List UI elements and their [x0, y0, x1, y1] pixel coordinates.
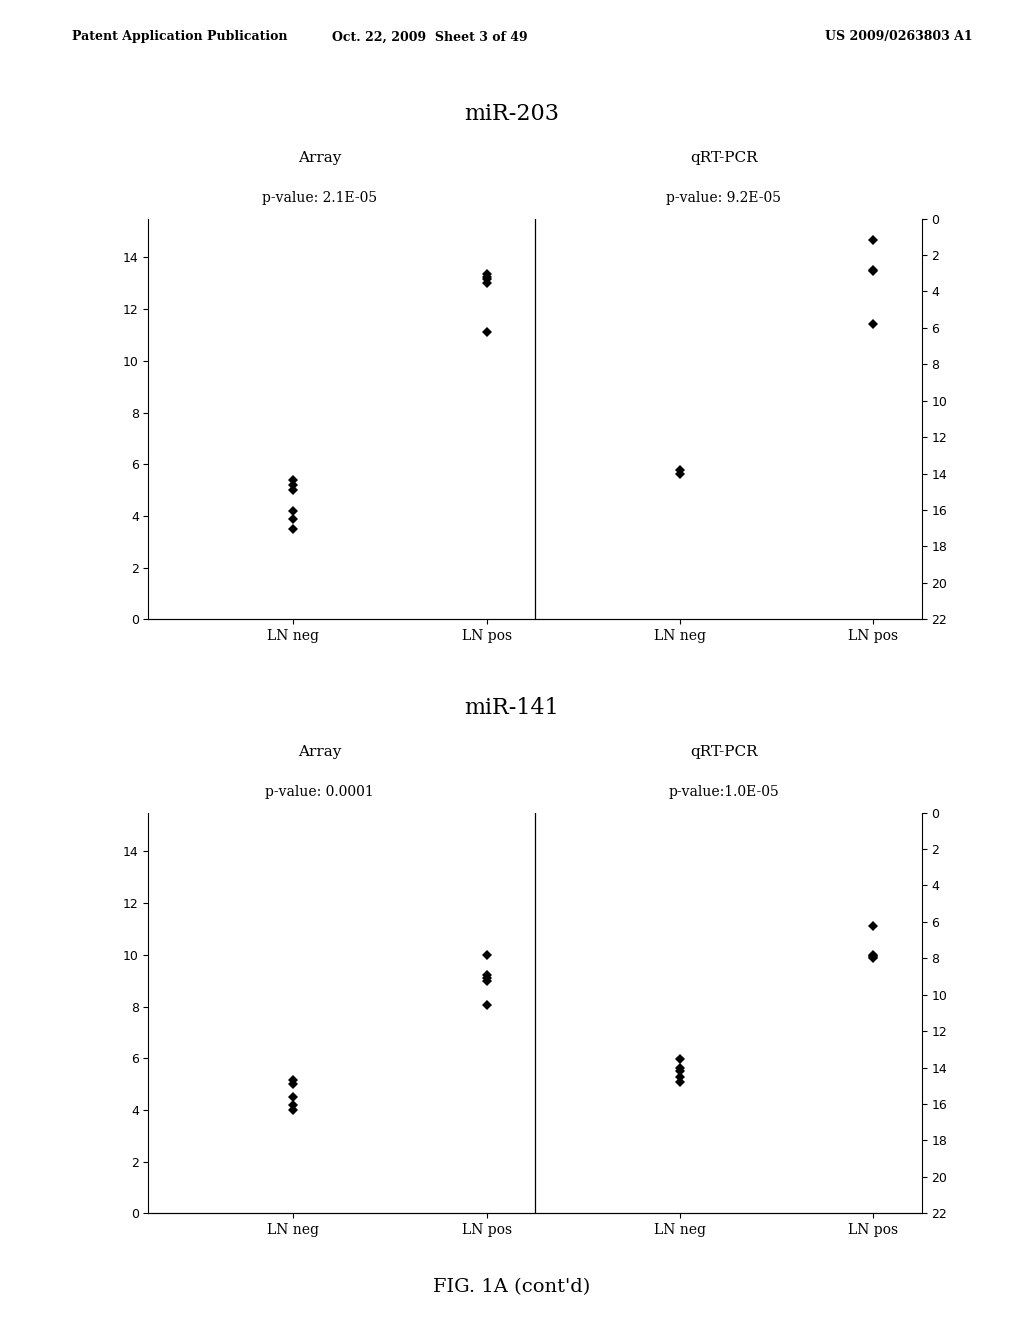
Text: miR-203: miR-203: [465, 103, 559, 125]
Text: p-value: 0.0001: p-value: 0.0001: [265, 785, 374, 800]
Text: Array: Array: [298, 744, 341, 759]
Text: Array: Array: [298, 150, 341, 165]
Text: US 2009/0263803 A1: US 2009/0263803 A1: [825, 30, 973, 44]
Text: qRT-PCR: qRT-PCR: [690, 150, 758, 165]
Text: FIG. 1A (cont'd): FIG. 1A (cont'd): [433, 1278, 591, 1296]
Text: Oct. 22, 2009  Sheet 3 of 49: Oct. 22, 2009 Sheet 3 of 49: [332, 30, 528, 44]
Text: p-value: 2.1E-05: p-value: 2.1E-05: [262, 191, 377, 206]
Text: miR-141: miR-141: [465, 697, 559, 719]
Text: qRT-PCR: qRT-PCR: [690, 744, 758, 759]
Text: p-value: 9.2E-05: p-value: 9.2E-05: [667, 191, 781, 206]
Text: p-value:1.0E-05: p-value:1.0E-05: [669, 785, 779, 800]
Text: Patent Application Publication: Patent Application Publication: [72, 30, 287, 44]
